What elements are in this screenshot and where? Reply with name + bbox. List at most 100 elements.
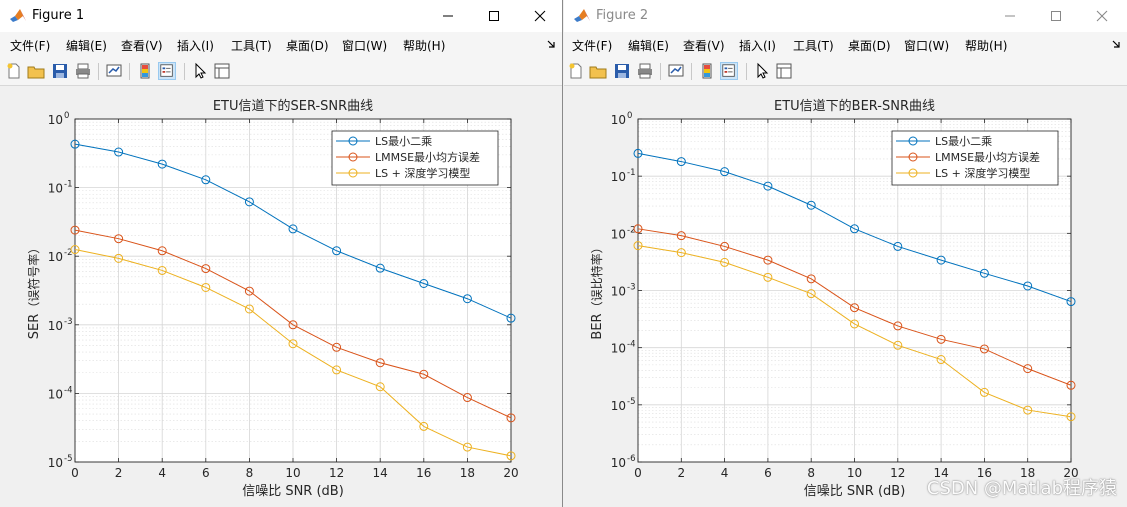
figure-window-1[interactable]: Figure 1 文件(F) 编辑(E) 查看(V) 插入(I) 工具(T) 桌… [0,0,563,507]
plot-area[interactable]: 0 2 4 6 8 10 12 14 16 18 20 10 -5 10 -4 10 -3 10 -2 10 -1 10 0… [0,86,563,507]
insert-legend-icon[interactable] [720,62,738,80]
menu-file[interactable]: 文件(F) [10,39,51,53]
data-point [979,344,989,354]
x-tick-label: 0 [634,466,642,480]
open-file-icon[interactable] [589,62,607,80]
link-plot-icon[interactable] [667,62,685,80]
x-tick-label: 20 [503,466,518,480]
plot-area[interactable]: 0 2 4 6 8 10 12 14 16 18 20 10 -6 10 -5 10 -4 10 -3 10 -2 10-… [564,86,1127,507]
data-point [506,313,516,323]
figure-window-2[interactable]: Figure 2 文件(F) 编辑(E) 查看(V) 插入(I) 工具(T) 桌… [564,0,1127,507]
insert-colorbar-icon[interactable] [136,62,154,80]
menu-view[interactable]: 查看(V) [683,39,725,53]
legend-box [331,130,499,186]
legend-label: LS + 深度学习模型 [375,166,470,180]
data-point [506,413,516,423]
close-button[interactable] [517,0,562,32]
property-inspector-icon[interactable] [213,62,231,80]
data-point [633,148,643,158]
data-point [720,167,730,177]
minimize-button[interactable] [425,0,471,32]
dock-arrow-icon[interactable] [546,39,556,49]
series-line [74,229,512,419]
title-bar[interactable]: Figure 1 [0,0,562,32]
data-point [244,304,254,314]
new-figure-icon[interactable] [567,62,585,80]
menu-tools[interactable]: 工具(T) [793,39,834,53]
x-tick-label: 16 [977,466,992,480]
series-0 [633,148,1076,307]
print-icon[interactable] [636,62,654,80]
x-tick-label: 20 [1063,466,1078,480]
data-point [419,421,429,431]
legend-marker [908,168,918,178]
y-tick-label: 10 -2 [611,225,636,241]
y-axis-label-main: SER [27,314,42,340]
x-tick-label: 14 [933,466,948,480]
menu-view[interactable]: 查看(V) [121,39,163,53]
y-tick-base: 10 [48,387,63,401]
print-icon[interactable] [74,62,92,80]
data-point [850,319,859,329]
x-tick-label: 0 [71,466,79,480]
insert-colorbar-icon[interactable] [698,62,716,80]
menu-bar: 文件(F) 编辑(E) 查看(V) 插入(I) 工具(T) 桌面(D) 窗口(W… [564,32,1127,56]
menu-help[interactable]: 帮助(H) [403,39,446,53]
data-point [70,245,80,255]
data-point [375,382,385,392]
matlab-logo-icon [10,9,26,22]
save-icon[interactable] [613,62,631,80]
y-tick-base: 10 [611,113,626,127]
menu-window[interactable]: 窗口(W) [904,39,950,53]
legend-label: LS + 深度学习模型 [935,166,1030,180]
menu-insert[interactable]: 插入(I) [177,39,214,53]
matlab-logo-icon [574,9,590,22]
close-button[interactable] [1079,0,1125,32]
menu-tools[interactable]: 工具(T) [231,39,272,53]
data-point [676,248,686,258]
data-point [1066,297,1076,307]
y-tick-label: 10 -4 [48,385,73,401]
y-tick-exponent: -4 [627,340,635,350]
legend-label: LS最小二乘 [375,135,432,148]
save-icon[interactable] [51,62,69,80]
dock-arrow-icon[interactable] [1111,39,1121,49]
open-file-icon[interactable] [27,62,45,80]
toolbar-separator [746,63,747,80]
link-plot-icon[interactable] [105,62,123,80]
legend-label: LMMSE最小均方误差 [375,150,480,164]
menu-desktop[interactable]: 桌面(D) [848,39,891,53]
y-tick-label: 10 -5 [48,454,73,470]
menu-help[interactable]: 帮助(H) [965,39,1008,53]
data-point [462,294,472,304]
data-point [201,282,211,292]
menu-desktop[interactable]: 桌面(D) [286,39,329,53]
y-tick-exponent: -4 [64,385,72,395]
property-inspector-icon[interactable] [775,62,793,80]
data-point [288,320,298,330]
menu-edit[interactable]: 编辑(E) [628,39,669,53]
x-tick-label: 18 [1020,466,1035,480]
pointer-icon[interactable] [191,62,209,80]
menu-file[interactable]: 文件(F) [572,39,613,53]
legend-marker [348,168,358,178]
new-figure-icon[interactable] [5,62,23,80]
minimize-button[interactable] [987,0,1033,32]
pointer-icon[interactable] [753,62,771,80]
insert-legend-icon[interactable] [158,62,176,80]
menu-edit[interactable]: 编辑(E) [66,39,107,53]
x-tick-label: 8 [246,466,254,480]
maximize-button[interactable] [1033,0,1079,32]
maximize-button[interactable] [471,0,517,32]
title-bar[interactable]: Figure 2 [564,0,1127,32]
menu-window[interactable]: 窗口(W) [342,39,388,53]
data-point [893,321,903,331]
data-point [850,303,859,313]
data-point [676,231,686,241]
minimize-icon [443,15,453,17]
menu-insert[interactable]: 插入(I) [739,39,776,53]
close-icon [1096,10,1108,22]
chart-title: ETU信道下的BER-SNR曲线 [774,98,935,114]
